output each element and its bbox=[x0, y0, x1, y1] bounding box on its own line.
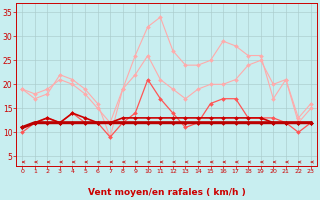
X-axis label: Vent moyen/en rafales ( km/h ): Vent moyen/en rafales ( km/h ) bbox=[88, 188, 245, 197]
